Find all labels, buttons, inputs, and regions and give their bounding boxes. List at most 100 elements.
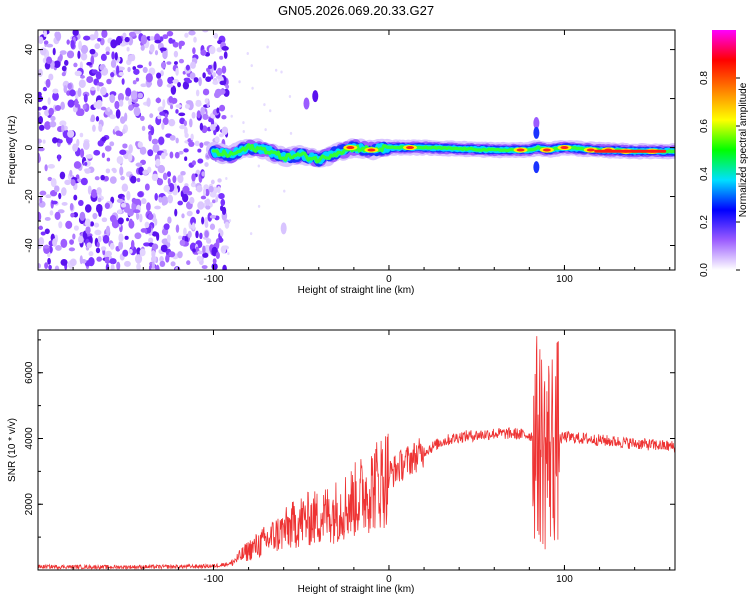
noise-blob <box>142 66 148 73</box>
noise-blob <box>195 230 199 239</box>
spectral-blob <box>312 90 319 103</box>
noise-blob <box>181 213 185 219</box>
noise-blob <box>257 204 261 208</box>
noise-blob <box>202 187 206 197</box>
noise-blob <box>117 66 125 71</box>
noise-blob <box>166 30 174 37</box>
noise-blob <box>175 109 179 114</box>
noise-blob <box>95 71 102 80</box>
noise-blob <box>185 100 193 105</box>
noise-blob <box>154 218 158 226</box>
noise-blob <box>72 143 78 152</box>
noise-blob <box>117 209 123 214</box>
noise-blob <box>145 73 153 83</box>
noise-blob <box>169 134 176 141</box>
noise-blob <box>40 231 46 236</box>
noise-blob <box>196 110 201 119</box>
noise-blob <box>164 113 168 119</box>
noise-blob <box>84 204 92 213</box>
noise-blob <box>170 85 177 95</box>
noise-blob <box>94 176 100 181</box>
spectral-blob <box>533 161 540 174</box>
noise-blob <box>222 264 227 270</box>
noise-blob <box>97 197 102 203</box>
noise-blob <box>140 228 148 233</box>
noise-blob <box>159 47 167 52</box>
noise-blob <box>47 176 53 182</box>
noise-blob <box>44 216 51 221</box>
snr-x-label: Height of straight line (km) <box>298 584 415 595</box>
noise-blob <box>74 98 79 108</box>
noise-blob <box>178 150 184 155</box>
noise-blob <box>155 158 161 167</box>
noise-blob <box>106 157 111 162</box>
noise-blob <box>64 179 71 186</box>
noise-blob <box>161 228 169 236</box>
noise-blob <box>95 203 103 214</box>
noise-blob <box>202 252 209 258</box>
noise-blob <box>221 114 227 120</box>
noise-blob <box>148 237 154 244</box>
noise-blob <box>148 132 152 142</box>
noise-blob <box>149 113 154 119</box>
noise-blob <box>42 245 50 249</box>
noise-blob <box>118 240 124 250</box>
snr-x-ticks: -100 0 100 <box>37 330 671 585</box>
noise-blob <box>216 47 223 53</box>
noise-blob <box>105 46 111 53</box>
noise-blob <box>107 107 111 112</box>
noise-blob <box>218 193 225 200</box>
noise-blob <box>199 122 204 131</box>
noise-blob <box>47 257 51 265</box>
noise-blob <box>213 32 219 39</box>
noise-blob <box>207 64 213 70</box>
noise-blob <box>54 104 62 111</box>
noise-blob <box>193 36 197 43</box>
noise-blob <box>210 179 215 185</box>
spectrogram-x-label: Height of straight line (km) <box>298 285 415 296</box>
noise-blob <box>106 78 112 85</box>
noise-blob <box>187 230 192 239</box>
noise-blob <box>213 61 217 71</box>
noise-blob <box>86 76 94 84</box>
noise-blob <box>95 247 101 254</box>
noise-blob <box>105 225 111 236</box>
noise-blob <box>189 196 195 205</box>
noise-blob <box>215 75 223 80</box>
noise-blob <box>69 258 77 267</box>
noise-blob <box>38 115 44 125</box>
noise-blob <box>146 97 151 108</box>
noise-blob <box>83 35 91 41</box>
noise-blob <box>120 175 125 181</box>
noise-blob <box>42 86 48 92</box>
noise-blob <box>289 131 293 135</box>
noise-blob <box>50 177 57 188</box>
noise-blob <box>177 200 184 206</box>
noise-blob <box>89 48 96 55</box>
noise-blob <box>79 132 84 138</box>
noise-blob <box>216 107 220 114</box>
noise-blob <box>160 61 167 69</box>
noise-blob <box>51 200 58 205</box>
noise-blob <box>119 166 124 176</box>
noise-blob <box>103 175 109 182</box>
noise-blob <box>201 216 205 225</box>
noise-blob <box>155 97 162 104</box>
noise-blob <box>194 140 200 147</box>
noise-blob <box>57 209 65 214</box>
noise-blob <box>161 122 165 130</box>
noise-blob <box>49 210 54 216</box>
noise-blob <box>170 261 176 267</box>
noise-blob <box>147 81 152 86</box>
noise-blob <box>134 232 142 240</box>
noise-blob <box>52 238 58 247</box>
noise-blob <box>98 123 103 132</box>
ridge-hotspot <box>367 148 376 152</box>
noise-blob <box>218 133 224 138</box>
noise-blob <box>136 177 141 183</box>
noise-blob <box>119 42 126 47</box>
noise-blob <box>130 239 135 250</box>
noise-blob <box>68 247 76 252</box>
noise-blob <box>44 109 50 117</box>
noise-blob <box>47 97 51 105</box>
